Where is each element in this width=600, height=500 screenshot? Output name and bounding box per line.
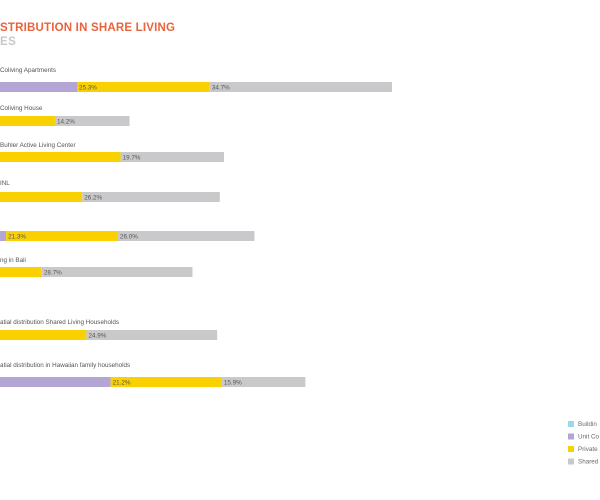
value-label: 26.0% bbox=[120, 234, 138, 241]
bar-segment bbox=[209, 82, 392, 92]
bar-segment bbox=[77, 82, 210, 92]
chart-subtitle: ES bbox=[0, 36, 16, 48]
bar-segment bbox=[0, 82, 77, 92]
bar-segment bbox=[0, 267, 42, 277]
bar-segment bbox=[0, 377, 111, 387]
value-label: 28.7% bbox=[44, 270, 62, 277]
category-label: INL bbox=[0, 180, 10, 187]
legend-label: Private bbox=[578, 446, 598, 453]
category-label: ng in Bali bbox=[0, 257, 26, 264]
value-label: 26.2% bbox=[84, 195, 102, 202]
bar-segment bbox=[0, 231, 7, 241]
value-label: 14.2% bbox=[57, 119, 75, 126]
category-label: Coliving Apartments bbox=[0, 67, 56, 74]
value-label: 15.9% bbox=[224, 380, 242, 387]
bars-group: Coliving Apartments 19.7% 25.3% 34.7% Colivi… bbox=[0, 67, 392, 387]
value-label: 21.3% bbox=[8, 234, 26, 241]
bar-segment bbox=[221, 377, 306, 387]
value-label: 25.3% bbox=[79, 85, 97, 92]
value-label: 24.9% bbox=[88, 333, 106, 340]
bar-segment bbox=[117, 231, 255, 241]
bar-segment bbox=[120, 152, 224, 162]
legend-swatch bbox=[568, 446, 574, 452]
value-label: 34.7% bbox=[212, 85, 230, 92]
bar-segment bbox=[41, 267, 193, 277]
category-label: atial distribution Shared Living Househo… bbox=[0, 319, 119, 326]
legend-swatch bbox=[568, 421, 574, 427]
bar-segment bbox=[0, 116, 55, 126]
bar-segment bbox=[86, 330, 218, 340]
bar-segment bbox=[54, 116, 130, 126]
category-label: Buhler Active Living Center bbox=[0, 142, 76, 149]
legend-label: Shared bbox=[578, 459, 599, 466]
legend-swatch bbox=[568, 433, 574, 440]
category-label: Coliving House bbox=[0, 105, 43, 112]
bar-segment bbox=[82, 192, 220, 202]
legend-label: Buildin bbox=[578, 421, 597, 428]
bar-segment bbox=[110, 377, 222, 387]
category-label: atial distribution in Hawaiian family ho… bbox=[0, 362, 130, 369]
legend-label: Unit Co bbox=[578, 434, 599, 441]
legend: Buildin Unit Co Private Shared bbox=[568, 421, 599, 466]
chart-title: STRIBUTION IN SHARE LIVING bbox=[0, 22, 175, 34]
bar-segment bbox=[0, 152, 121, 162]
value-label: 19.7% bbox=[123, 155, 141, 162]
value-label: 21.2% bbox=[113, 380, 131, 387]
legend-swatch bbox=[568, 458, 574, 465]
bar-segment bbox=[0, 330, 87, 340]
bar-segment bbox=[6, 231, 118, 241]
bar-segment bbox=[0, 192, 83, 202]
